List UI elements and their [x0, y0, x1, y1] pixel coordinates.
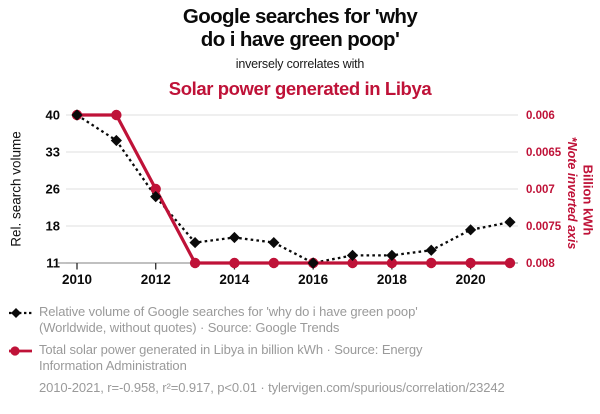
x-tick-label: 2018 — [377, 272, 408, 287]
solar-power-point — [268, 257, 279, 269]
stats-citation-line: 2010-2021, r=-0.958, r²=0.917, p<0.01 · … — [39, 380, 505, 395]
chart-title: Google searches for 'why do i have green… — [0, 5, 600, 51]
x-tick-label: 2020 — [456, 272, 486, 287]
search-volume-point — [71, 109, 83, 121]
search-volume-point — [268, 236, 280, 249]
search-volume-point — [504, 216, 516, 228]
x-tick-label: 2012 — [141, 272, 171, 287]
left-y-tick-label: 33 — [46, 145, 60, 160]
chart-subtitle: inversely correlates with — [235, 57, 365, 71]
line-chart-plot-area: 40 0.006 33 0.0065 26 0.007 18 0.0075 11 0.008 201… — [46, 108, 562, 288]
legend-entry-text: Relative volume of Google searches for '… — [39, 304, 418, 335]
series-line-solar-power — [77, 113, 510, 265]
right-y-tick-label: 0.008 — [526, 258, 555, 270]
solar-power-point — [465, 257, 476, 269]
left-y-tick-label: 11 — [46, 256, 60, 271]
search-volume-point — [307, 257, 319, 269]
title-line-1: Google searches for 'why — [182, 5, 418, 28]
legend-marker-dashed-diamond-icon — [9, 308, 33, 318]
x-tick-label: 2014 — [219, 272, 250, 287]
right-y-axis-note: *Note inverted axis — [565, 136, 579, 250]
legend-entry: Total solar power generated in Libya in … — [8, 342, 580, 373]
legend-marker-solid-circle-icon — [9, 346, 32, 356]
left-y-tick-label: 40 — [46, 108, 60, 123]
right-y-tick-label: 0.0065 — [526, 147, 562, 159]
search-volume-point — [346, 249, 359, 261]
right-y-tick-label: 0.007 — [526, 184, 555, 196]
title-line-2: do i have green poop' — [200, 27, 400, 51]
solar-power-point — [504, 257, 516, 269]
solar-power-point — [189, 257, 201, 269]
legend-entry-text: Total solar power generated in Libya in … — [39, 342, 423, 373]
solar-power-point — [150, 183, 161, 195]
right-y-tick-label: 0.0075 — [526, 221, 562, 233]
left-y-tick-label: 18 — [46, 219, 60, 234]
solar-power-point — [426, 257, 437, 269]
search-volume-point — [150, 191, 162, 203]
search-volume-point — [465, 224, 477, 236]
right-y-axis-label: Billion kWh — [580, 164, 596, 236]
search-volume-point — [425, 244, 437, 256]
legend-entry: Relative volume of Google searches for '… — [8, 304, 580, 335]
search-volume-point — [110, 134, 122, 147]
left-y-tick-label: 26 — [46, 182, 60, 197]
x-tick-label: 2016 — [298, 272, 329, 287]
solar-power-point — [229, 257, 240, 269]
legend: Relative volume of Google searches for '… — [8, 304, 580, 395]
search-volume-point — [228, 231, 241, 244]
solar-power-point — [386, 257, 398, 269]
x-tick-label: 2010 — [62, 272, 92, 287]
search-volume-point — [189, 236, 201, 249]
left-y-axis-label: Rel. search volume — [8, 131, 24, 247]
right-y-tick-label: 0.006 — [526, 110, 555, 122]
search-volume-point — [386, 249, 398, 261]
solar-power-point — [347, 257, 358, 269]
solar-power-point — [111, 109, 122, 121]
chart-title-secondary: Solar power generated in Libya — [168, 78, 432, 99]
chart-header: Google searches for 'why do i have green… — [0, 5, 600, 100]
